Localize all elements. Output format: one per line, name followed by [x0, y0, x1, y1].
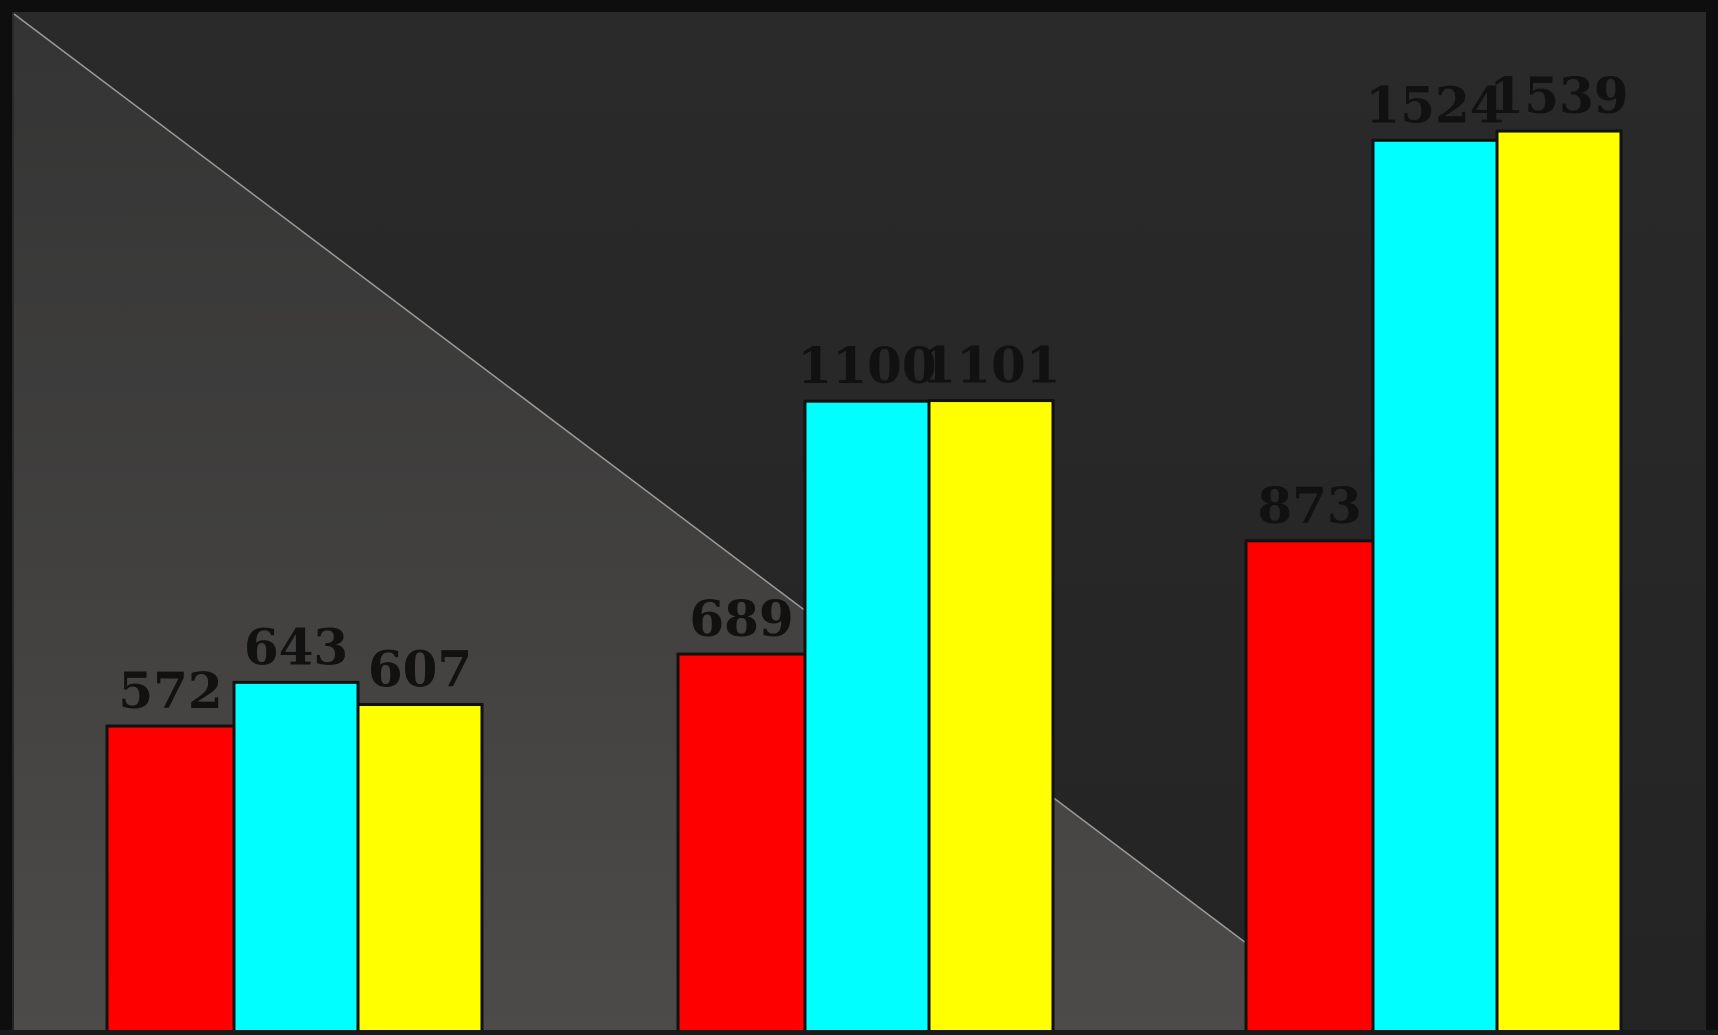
- bar-series-1-group-1: [105, 724, 236, 1035]
- data-label-series-1-group-2: 689: [689, 589, 793, 648]
- data-labels-layer: 572 689 873 643 1100 1524 607 1101 1539: [118, 66, 1628, 720]
- bar-series-2-group-3: [1371, 138, 1499, 1035]
- data-label-series-2-group-3: 1524: [1365, 75, 1504, 134]
- data-label-series-3-group-3: 1539: [1489, 66, 1628, 125]
- bars-layer: [105, 129, 1623, 1035]
- bar-series-3-group-3: [1495, 129, 1623, 1035]
- bar-series-3-group-1: [356, 703, 484, 1035]
- bar-series-1-group-2: [676, 652, 807, 1035]
- data-label-series-2-group-1: 643: [244, 617, 348, 676]
- data-label-series-2-group-2: 1100: [797, 336, 936, 395]
- data-label-series-1-group-3: 873: [1257, 476, 1361, 535]
- bar-series-3-group-2: [927, 399, 1055, 1035]
- bar-series-2-group-2: [803, 399, 931, 1035]
- bar-series-2-group-1: [232, 680, 360, 1035]
- bar-series-1-group-3: [1244, 539, 1375, 1035]
- data-label-series-1-group-1: 572: [118, 661, 222, 720]
- data-label-series-3-group-2: 1101: [921, 336, 1060, 395]
- data-label-series-3-group-1: 607: [368, 640, 472, 699]
